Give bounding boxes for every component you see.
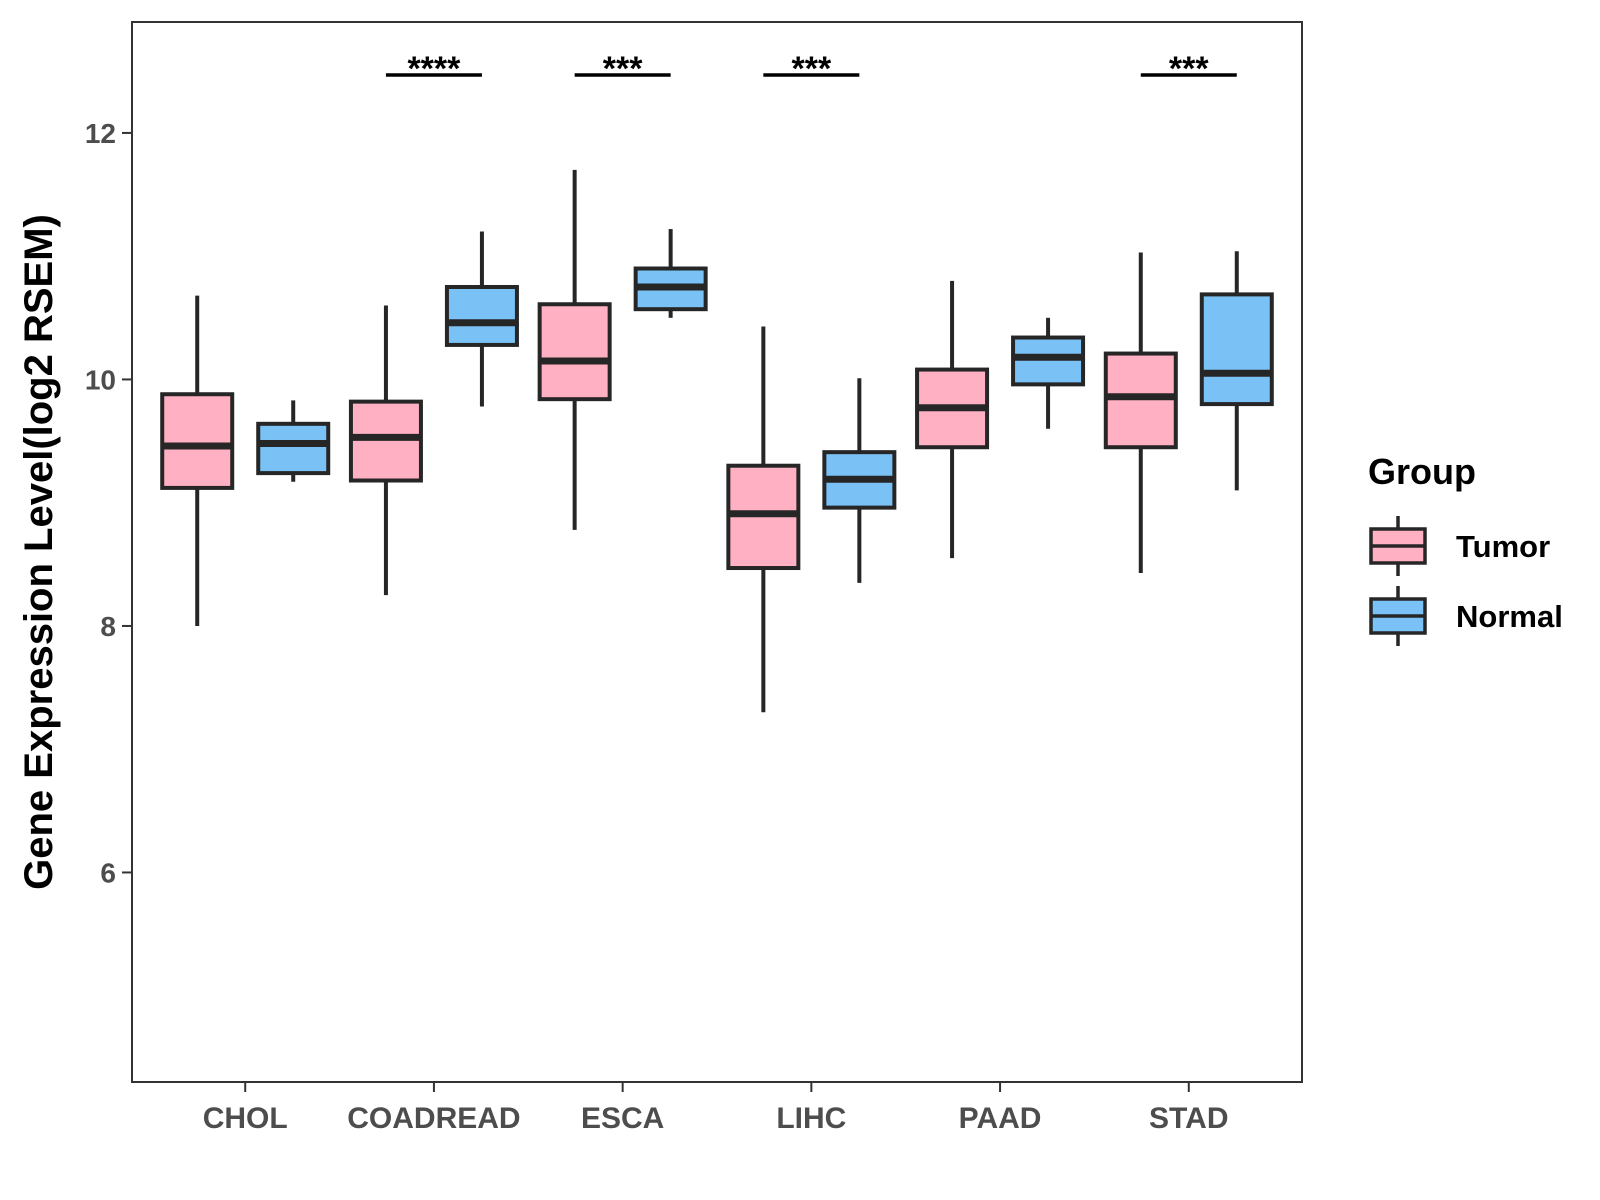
y-axis-title: Gene Expression Level(log2 RSEM) [17,214,61,890]
y-tick-label: 12 [85,118,116,149]
significance-label: *** [1169,50,1209,88]
x-tick-label: ESCA [581,1102,664,1135]
box-normal-stad [1199,251,1274,491]
y-tick-label: 10 [85,364,116,395]
significance-label: **** [407,50,461,88]
box-tumor-esca [537,169,612,530]
box-tumor-stad [1103,252,1178,573]
legend-label: Normal [1456,599,1563,634]
legend-key-normal [1369,586,1427,646]
boxes-layer [160,169,1274,713]
y-tick-label: 6 [100,857,116,888]
box-body [160,392,235,490]
legend: Group Tumor Normal [1368,451,1563,646]
box-tumor-coadread [348,305,423,596]
box-tumor-lihc [726,326,801,713]
plot-panel-border [131,21,1303,1083]
box-tumor-paad [915,280,990,559]
box-body [1199,292,1274,407]
y-tick-label: 8 [100,611,116,642]
x-axis: CHOL COADREAD ESCA LIHC PAAD STAD [203,1082,1229,1135]
box-normal-lihc [822,378,897,583]
box-normal-chol [256,400,331,482]
significance-label: *** [792,50,832,88]
box-body [256,421,331,476]
x-tick-label: STAD [1149,1102,1228,1135]
x-tick-label: CHOL [203,1102,288,1135]
box-normal-coadread [444,231,519,407]
box-tumor-chol [160,295,235,626]
legend-key-tumor [1369,516,1427,576]
x-tick-label: PAAD [959,1102,1042,1135]
box-body [1103,351,1178,450]
significance-annotations: **** *** *** *** [385,50,1237,88]
x-tick-label: LIHC [776,1102,846,1135]
box-normal-esca [633,229,708,318]
significance-label: *** [603,50,643,88]
box-body [1011,335,1086,387]
legend-title: Group [1368,451,1476,492]
box-body [444,285,519,347]
box-body [537,302,612,402]
y-axis: 6 8 10 12 [85,118,132,888]
box-body [348,399,423,483]
x-tick-label: COADREAD [347,1102,520,1135]
box-normal-paad [1011,317,1086,429]
legend-label: Tumor [1456,529,1550,564]
